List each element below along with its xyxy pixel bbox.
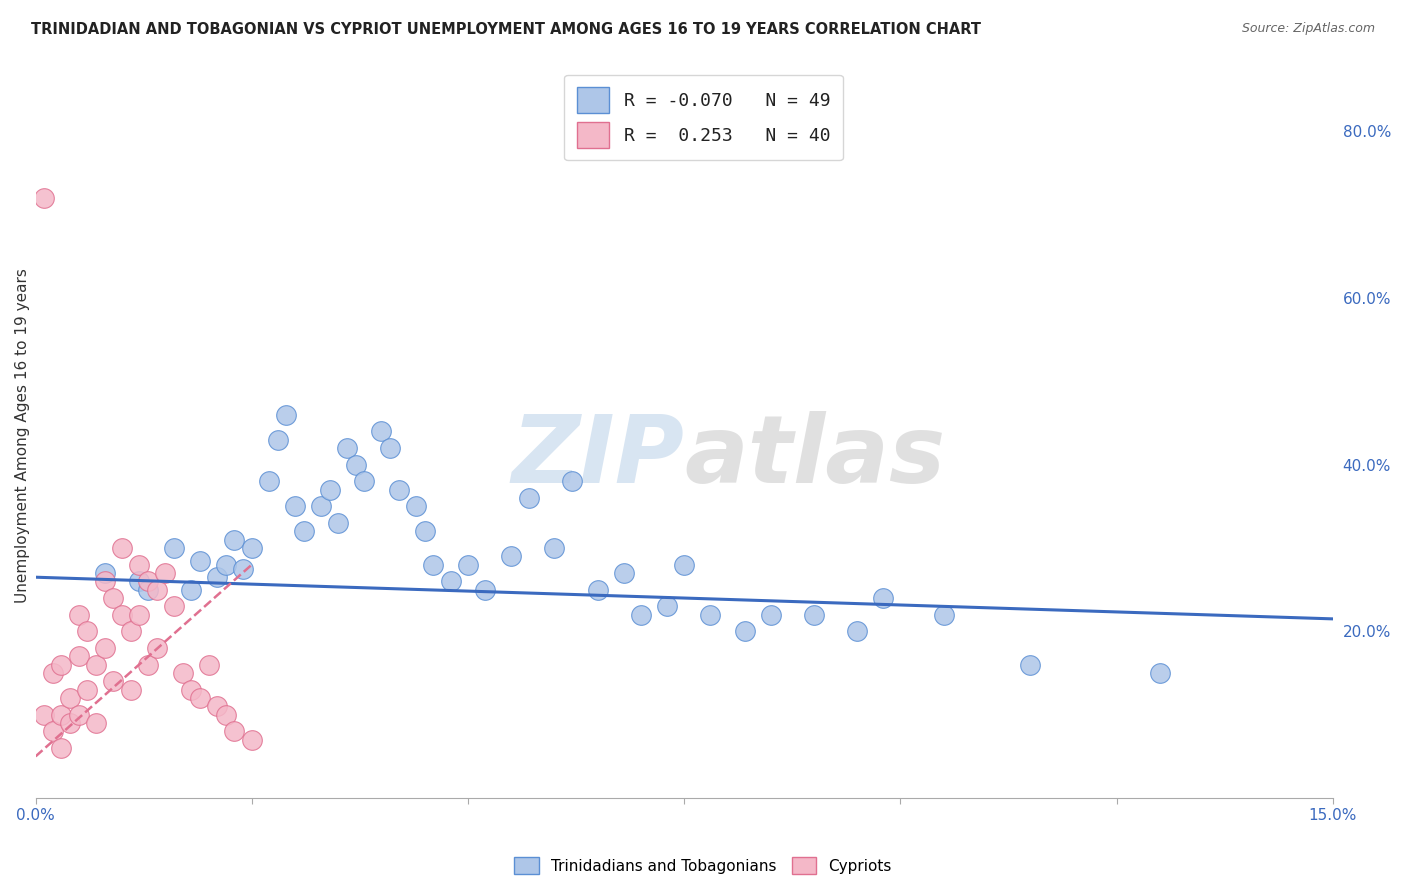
Point bbox=[145, 582, 167, 597]
Point bbox=[932, 607, 955, 622]
Point bbox=[180, 682, 202, 697]
Point bbox=[188, 553, 211, 567]
Point bbox=[655, 599, 678, 614]
Point bbox=[128, 574, 150, 589]
Point bbox=[32, 707, 55, 722]
Point bbox=[318, 483, 340, 497]
Point bbox=[699, 607, 721, 622]
Point bbox=[76, 682, 98, 697]
Point bbox=[759, 607, 782, 622]
Point bbox=[32, 191, 55, 205]
Point bbox=[267, 433, 290, 447]
Legend: R = -0.070   N = 49, R =  0.253   N = 40: R = -0.070 N = 49, R = 0.253 N = 40 bbox=[564, 75, 844, 161]
Point bbox=[457, 558, 479, 572]
Point bbox=[353, 475, 375, 489]
Point bbox=[84, 716, 107, 731]
Point bbox=[413, 524, 436, 539]
Text: TRINIDADIAN AND TOBAGONIAN VS CYPRIOT UNEMPLOYMENT AMONG AGES 16 TO 19 YEARS COR: TRINIDADIAN AND TOBAGONIAN VS CYPRIOT UN… bbox=[31, 22, 981, 37]
Point bbox=[111, 607, 134, 622]
Point bbox=[59, 716, 82, 731]
Point bbox=[76, 624, 98, 639]
Point bbox=[474, 582, 496, 597]
Point bbox=[205, 570, 228, 584]
Point bbox=[103, 674, 125, 689]
Point bbox=[111, 541, 134, 555]
Point bbox=[120, 682, 142, 697]
Point bbox=[803, 607, 825, 622]
Point bbox=[370, 425, 392, 439]
Point bbox=[240, 732, 263, 747]
Point bbox=[630, 607, 652, 622]
Point bbox=[501, 549, 523, 564]
Point bbox=[120, 624, 142, 639]
Point bbox=[673, 558, 696, 572]
Point bbox=[128, 607, 150, 622]
Point bbox=[205, 699, 228, 714]
Point bbox=[197, 657, 219, 672]
Point bbox=[215, 707, 238, 722]
Point bbox=[103, 591, 125, 605]
Text: ZIP: ZIP bbox=[512, 411, 685, 503]
Text: Source: ZipAtlas.com: Source: ZipAtlas.com bbox=[1241, 22, 1375, 36]
Point bbox=[84, 657, 107, 672]
Point bbox=[128, 558, 150, 572]
Text: atlas: atlas bbox=[685, 411, 945, 503]
Point bbox=[93, 641, 115, 656]
Point bbox=[257, 475, 280, 489]
Point bbox=[67, 649, 90, 664]
Point bbox=[180, 582, 202, 597]
Point bbox=[145, 641, 167, 656]
Point bbox=[1149, 666, 1171, 681]
Point bbox=[336, 441, 359, 455]
Point bbox=[188, 691, 211, 706]
Point bbox=[42, 666, 65, 681]
Point bbox=[586, 582, 609, 597]
Point bbox=[613, 566, 636, 580]
Point bbox=[67, 607, 90, 622]
Point bbox=[51, 657, 73, 672]
Point bbox=[215, 558, 238, 572]
Point bbox=[42, 724, 65, 739]
Point bbox=[163, 599, 186, 614]
Point bbox=[543, 541, 565, 555]
Point bbox=[872, 591, 894, 605]
Point bbox=[136, 574, 159, 589]
Legend: Trinidadians and Tobagonians, Cypriots: Trinidadians and Tobagonians, Cypriots bbox=[508, 851, 898, 880]
Point bbox=[405, 500, 427, 514]
Point bbox=[59, 691, 82, 706]
Point bbox=[172, 666, 194, 681]
Point bbox=[240, 541, 263, 555]
Point bbox=[136, 657, 159, 672]
Point bbox=[846, 624, 869, 639]
Point bbox=[93, 574, 115, 589]
Point bbox=[51, 707, 73, 722]
Point bbox=[561, 475, 583, 489]
Point bbox=[517, 491, 540, 505]
Point bbox=[155, 566, 177, 580]
Point bbox=[93, 566, 115, 580]
Point bbox=[734, 624, 756, 639]
Point bbox=[51, 741, 73, 756]
Point bbox=[67, 707, 90, 722]
Point bbox=[163, 541, 186, 555]
Point bbox=[440, 574, 463, 589]
Point bbox=[292, 524, 315, 539]
Point bbox=[224, 724, 246, 739]
Y-axis label: Unemployment Among Ages 16 to 19 years: Unemployment Among Ages 16 to 19 years bbox=[15, 268, 30, 603]
Point bbox=[284, 500, 307, 514]
Point bbox=[309, 500, 332, 514]
Point bbox=[422, 558, 444, 572]
Point bbox=[388, 483, 411, 497]
Point bbox=[328, 516, 350, 530]
Point bbox=[136, 582, 159, 597]
Point bbox=[232, 562, 254, 576]
Point bbox=[276, 408, 298, 422]
Point bbox=[1019, 657, 1042, 672]
Point bbox=[344, 458, 367, 472]
Point bbox=[224, 533, 246, 547]
Point bbox=[378, 441, 401, 455]
